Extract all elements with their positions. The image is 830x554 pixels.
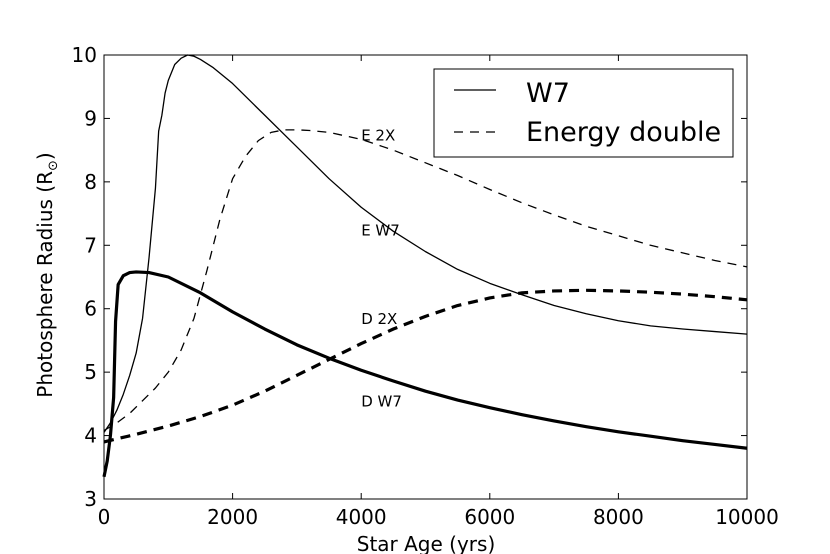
y-tick-label: 8 (84, 170, 97, 194)
series-line-e-w7 (103, 54, 748, 433)
x-tick-label: 10000 (715, 505, 779, 529)
x-tick-label: 4000 (336, 505, 387, 529)
series-line-e-2x (103, 129, 748, 432)
legend-box (433, 68, 734, 158)
y-tick-label: 4 (84, 424, 97, 448)
series-layer (102, 54, 748, 478)
plot-frame (103, 54, 748, 500)
series-line-d-w7 (102, 270, 748, 478)
y-tick-label: 7 (84, 233, 97, 257)
x-tick-label: 6000 (464, 505, 515, 529)
x-tick-label: 0 (98, 505, 111, 529)
y-tick-label: 10 (72, 43, 97, 67)
annotations-layer: E 2X E W7 D 2X D W7 (361, 126, 402, 410)
y-tick-label: 9 (84, 106, 97, 130)
series-line-d-2x (103, 288, 748, 444)
legend-label-energy-double: Energy double (526, 117, 721, 148)
curve-annotation: D W7 (361, 393, 402, 411)
y-axis-label: Photosphere Radius (R⊙) (33, 152, 61, 397)
y-tick-label: 5 (84, 360, 97, 384)
y-tick-label: 3 (84, 487, 97, 511)
legend-label-w7: W7 (526, 78, 570, 109)
curve-annotation: E W7 (361, 221, 400, 239)
x-axis-label: Star Age (yrs) (357, 532, 496, 554)
x-tick-label: 8000 (593, 505, 644, 529)
curve-annotation: D 2X (361, 310, 397, 328)
curve-annotation: E 2X (361, 126, 395, 144)
legend: W7 Energy double (433, 68, 734, 158)
y-tick-label: 6 (84, 297, 97, 321)
x-tick-label: 2000 (207, 505, 258, 529)
ticks-layer: 0 2000 4000 6000 8000 10000 3 4 5 6 7 8 9 10 (72, 43, 779, 529)
